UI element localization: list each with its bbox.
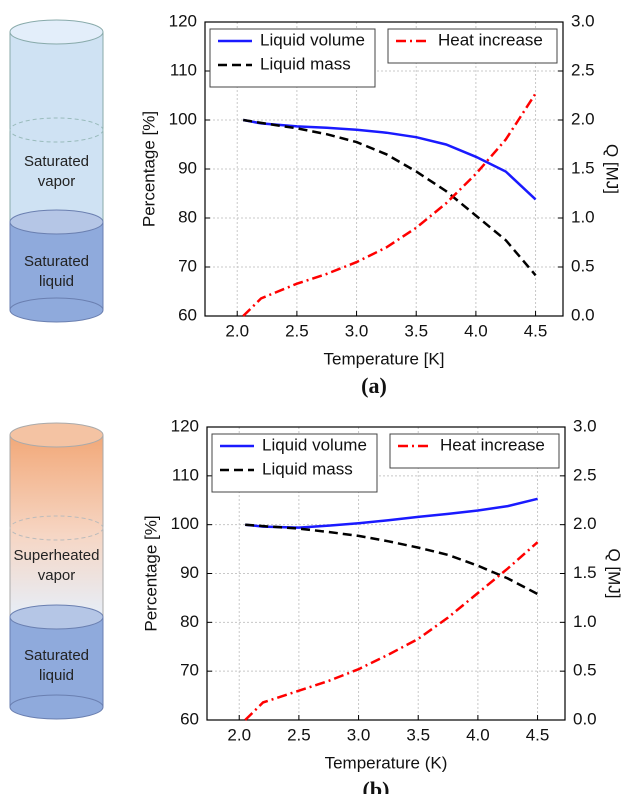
legend-box [387,28,558,64]
legend-box [209,28,376,88]
y2-tick-label: 1.0 [573,612,597,631]
plot-frame [206,426,566,721]
x-tick-label: 2.0 [227,725,251,744]
y-axis-label: Percentage [%] [139,111,158,227]
series-line [244,541,539,721]
x-tick-label: 3.5 [404,321,428,340]
y-tick-label: 80 [180,612,199,631]
x-axis-label: Temperature [K] [324,349,445,368]
legend-box [389,433,560,469]
y2-tick-label: 2.5 [573,465,597,484]
x-tick-label: 3.0 [345,321,369,340]
label: Saturated [24,153,89,170]
x-tick-label: 2.0 [225,321,249,340]
label: Saturated [24,253,89,270]
cylinder: Saturated vapor Saturated liquid [9,19,104,323]
y-tick-label: 110 [172,465,199,484]
cylinder: Superheated vapor Saturated liquid [9,422,104,720]
label: Saturated [24,647,89,664]
x-tick-label: 2.5 [285,321,309,340]
x-tick-label: 3.0 [347,725,371,744]
y2-tick-label: 0.5 [573,661,597,680]
x-tick-label: 3.5 [406,725,430,744]
y2-tick-label: 0.0 [571,305,595,324]
y-tick-label: 100 [169,109,197,128]
y2-tick-label: 1.5 [573,563,597,582]
legend-label: Heat increase [438,30,543,49]
y-axis-label: Percentage [%] [141,515,160,631]
legend-label: Liquid mass [260,54,351,73]
x-axis-label: Temperature (K) [325,753,448,772]
y-tick-label: 90 [178,158,197,177]
legend-label: Liquid volume [260,30,365,49]
y-tick-label: 110 [170,60,197,79]
legend-label: Liquid mass [262,459,353,478]
y2-tick-label: 1.0 [571,207,595,226]
legend-box [211,433,378,493]
label: liquid [39,273,74,290]
y2-tick-label: 0.0 [573,709,597,728]
x-tick-label: 4.0 [464,321,488,340]
y2-tick-label: 1.5 [571,158,595,177]
y2-tick-label: 3.0 [571,11,595,30]
x-tick-label: 2.5 [287,725,311,744]
y-tick-label: 60 [178,305,197,324]
caption: (b) [363,777,390,794]
caption: (a) [361,373,387,398]
x-tick-label: 4.5 [526,725,550,744]
y2-tick-label: 2.0 [571,109,595,128]
y-tick-label: 100 [171,514,199,533]
x-tick-label: 4.5 [524,321,548,340]
label: vapor [38,173,76,190]
series-line [245,523,539,596]
y-tick-label: 90 [180,563,199,582]
y-tick-label: 60 [180,709,199,728]
label: Superheated [14,547,100,564]
y-tick-label: 120 [169,11,197,30]
y-tick-label: 80 [178,207,197,226]
series-line [243,118,537,277]
series-line [242,118,537,201]
series-line [242,92,537,317]
label: liquid [39,667,74,684]
y2-tick-label: 2.0 [573,514,597,533]
x-tick-label: 4.0 [466,725,490,744]
y-tick-label: 120 [171,416,199,435]
y-tick-label: 70 [178,256,197,275]
y2-tick-label: 3.0 [573,416,597,435]
y-tick-label: 70 [180,661,199,680]
y2-axis-label: Q [MJ] [605,548,624,598]
y2-axis-label: Q [MJ] [603,144,622,194]
legend-label: Liquid volume [262,435,367,454]
y2-tick-label: 2.5 [571,60,595,79]
plot-frame [204,21,564,317]
legend-label: Heat increase [440,435,545,454]
series-line [245,497,538,529]
y2-tick-label: 0.5 [571,256,595,275]
label: vapor [38,567,76,584]
